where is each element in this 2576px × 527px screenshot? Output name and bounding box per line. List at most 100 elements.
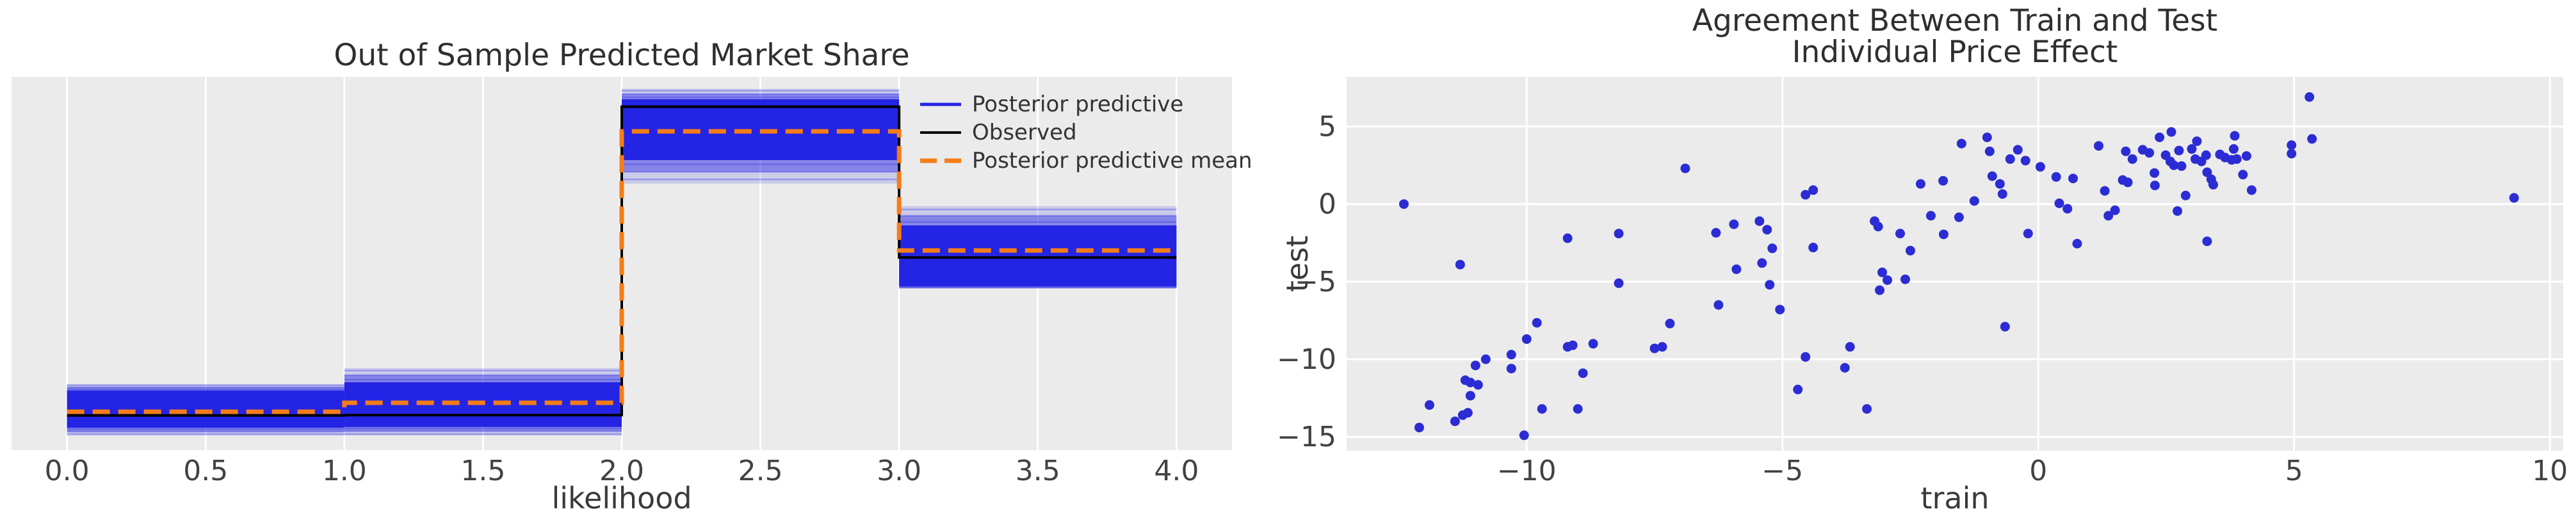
scatter-point xyxy=(1905,245,1915,255)
scatter-point xyxy=(2509,193,2519,203)
scatter-point xyxy=(1873,222,1883,232)
scatter-point xyxy=(1398,199,1409,209)
scatter-point xyxy=(1915,179,1925,189)
scatter-point xyxy=(2180,190,2191,200)
x-tick-label: 3.0 xyxy=(877,455,921,487)
scatter-point xyxy=(1506,350,1516,360)
scatter-point xyxy=(2230,131,2240,141)
scatter-point xyxy=(1649,343,1660,353)
scatter-point xyxy=(2020,156,2030,166)
scatter-point xyxy=(1757,258,1767,268)
scatter-point xyxy=(1984,146,1995,156)
scatter-point xyxy=(1562,233,1573,243)
scatter-point xyxy=(1614,278,1624,288)
scatter-point xyxy=(1762,225,1772,235)
x-tick-label: 5 xyxy=(2285,455,2303,487)
scatter-point xyxy=(2023,229,2033,239)
right-chart-title-line2: Individual Price Effect xyxy=(1792,35,2118,70)
scatter-point xyxy=(1473,380,1483,390)
scatter-point xyxy=(1414,423,1424,433)
scatter-point xyxy=(1567,340,1578,350)
scatter-point xyxy=(1808,185,1819,195)
scatter-point xyxy=(1614,229,1624,239)
scatter-point xyxy=(2110,205,2120,215)
scatter-point xyxy=(1711,228,1721,238)
scatter-point xyxy=(1995,179,2005,189)
scatter-point xyxy=(1801,352,1811,362)
scatter-point xyxy=(2201,150,2211,160)
posterior-band-core xyxy=(899,225,1177,287)
scatter-point xyxy=(2202,236,2212,247)
posterior-mean-step-line xyxy=(67,129,1177,414)
scatter-point xyxy=(1765,280,1775,290)
posterior-band-core xyxy=(67,390,344,428)
scatter-point xyxy=(1532,318,1542,328)
scatter-point xyxy=(2187,144,2197,154)
scatter-point xyxy=(2094,141,2104,151)
scatter-point xyxy=(2176,161,2187,171)
scatter-point xyxy=(1465,391,1475,401)
scatter-point xyxy=(2150,168,2160,178)
scatter-point xyxy=(2305,92,2315,102)
scatter-point xyxy=(1657,342,1667,352)
scatter-point xyxy=(1845,342,1855,352)
scatter-point xyxy=(2150,181,2160,191)
legend-item-observed: Observed xyxy=(972,120,1077,145)
scatter-point xyxy=(2054,198,2064,208)
scatter-point xyxy=(1987,171,1997,181)
scatter-point xyxy=(1954,212,1964,222)
right-y-axis-label: test xyxy=(1280,235,1315,293)
y-tick-label: −15 xyxy=(1277,421,1336,453)
left-chart-title: Out of Sample Predicted Market Share xyxy=(334,38,910,73)
scatter-point xyxy=(2228,144,2239,154)
scatter-point xyxy=(1925,211,1936,221)
legend-item-posterior-predictive: Posterior predictive xyxy=(972,92,1184,117)
scatter-point xyxy=(1997,189,2007,199)
scatter-point xyxy=(1801,190,1811,200)
scatter-point xyxy=(1462,408,1473,418)
y-tick-label: 0 xyxy=(1318,188,1336,221)
x-tick-label: 10 xyxy=(2532,455,2568,487)
x-tick-label: 1.5 xyxy=(460,455,505,487)
x-tick-label: 0.0 xyxy=(45,455,90,487)
right-chart-title-line1: Agreement Between Train and Test xyxy=(1692,3,2218,38)
scatter-point xyxy=(1519,430,1529,441)
scatter-point xyxy=(1455,259,1465,270)
scatter-point xyxy=(2051,172,2061,182)
scatter-point xyxy=(2174,145,2184,156)
x-tick-label: −5 xyxy=(1762,455,1803,487)
scatter-point xyxy=(2202,167,2212,177)
scatter-point xyxy=(2100,186,2110,196)
scatter-point xyxy=(2166,127,2176,137)
scatter-point xyxy=(2287,149,2297,159)
scatter-point xyxy=(2287,140,2297,150)
scatter-point xyxy=(2307,134,2317,144)
scatter-point xyxy=(2062,204,2073,214)
scatter-point xyxy=(1588,339,1598,349)
scatter-point xyxy=(1938,175,1948,186)
right-plot-panel xyxy=(1347,77,2563,451)
scatter-point xyxy=(2238,170,2248,180)
scatter-point xyxy=(1465,377,1475,387)
x-tick-label: 1.0 xyxy=(322,455,367,487)
scatter-point xyxy=(2013,145,2023,155)
scatter-point xyxy=(1521,334,1532,345)
x-tick-label: 4.0 xyxy=(1154,455,1199,487)
scatter-point xyxy=(1450,416,1460,426)
scatter-point xyxy=(2208,179,2218,190)
scatter-point xyxy=(1808,243,1819,253)
scatter-point xyxy=(2035,162,2045,172)
y-tick-label: −5 xyxy=(1295,266,1336,298)
scatter-point xyxy=(2103,211,2114,221)
scatter-point xyxy=(1573,404,1583,414)
scatter-point xyxy=(1900,274,1910,284)
x-tick-label: 3.5 xyxy=(1016,455,1060,487)
scatter-point xyxy=(2000,321,2010,332)
scatter-point xyxy=(1680,163,1690,174)
scatter-point xyxy=(1665,318,1675,328)
scatter-point xyxy=(2155,133,2165,143)
scatter-point xyxy=(2144,148,2155,158)
scatter-point xyxy=(2072,238,2082,248)
x-tick-label: 0.5 xyxy=(183,455,228,487)
scatter-point xyxy=(2068,174,2078,184)
